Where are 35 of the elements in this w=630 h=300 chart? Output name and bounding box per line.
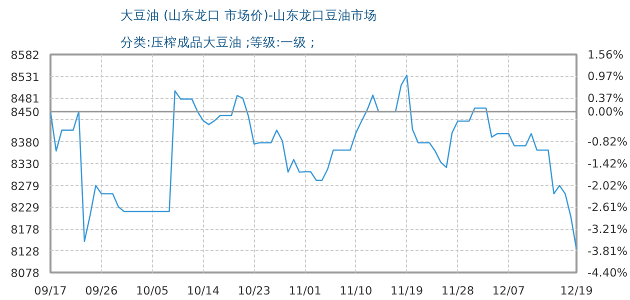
- y-tick-label: 8582: [10, 48, 40, 62]
- y2-tick-label: 1.56%: [588, 48, 624, 62]
- x-tick-label: 10/23: [238, 284, 270, 298]
- x-tick-label: 11/28: [441, 284, 474, 298]
- x-tick-label: 11/19: [390, 284, 424, 298]
- y2-tick-label: 0.00%: [588, 104, 624, 119]
- y2-tick-label: -3.21%: [588, 222, 628, 236]
- y-tick-label: 8481: [10, 92, 40, 106]
- x-tick-label: 11/01: [288, 284, 322, 298]
- y-tick-label: 8279: [10, 179, 40, 194]
- y2-tick-label: -1.42%: [588, 156, 628, 170]
- y2-tick-label: 0.37%: [588, 91, 624, 106]
- y-tick-label: 8229: [10, 200, 40, 215]
- x-tick-label: 10/14: [186, 284, 220, 298]
- y-tick-label: 8178: [10, 222, 40, 237]
- x-tick-label: 12/07: [492, 284, 525, 298]
- y2-tick-label: 0.97%: [588, 69, 624, 84]
- y2-tick-label: -2.61%: [588, 200, 628, 214]
- y-tick-label: 8128: [10, 244, 40, 258]
- y-tick-label: 8450: [10, 105, 40, 120]
- y-tick-label: 8531: [10, 70, 40, 84]
- x-tick-label: 11/10: [340, 284, 372, 298]
- chart-subtitle: 分类:压榨成品大豆油 ;等级:一级 ;: [120, 34, 315, 50]
- y-tick-label: 8380: [10, 135, 40, 150]
- x-tick-label: 12/19: [560, 284, 593, 298]
- x-tick-label: 09/17: [34, 284, 67, 298]
- y-tick-label: 8078: [10, 266, 40, 280]
- y2-tick-label: -0.82%: [588, 134, 628, 149]
- x-tick-label: 10/05: [136, 284, 169, 298]
- y2-tick-label: -2.02%: [588, 178, 628, 192]
- x-tick-label: 09/26: [85, 284, 118, 298]
- y2-tick-label: -3.81%: [588, 244, 628, 258]
- chart-title: 大豆油 (山东龙口 市场价)-山东龙口豆油市场: [120, 8, 377, 22]
- y-tick-label: 8330: [10, 157, 40, 171]
- y2-tick-label: -4.40%: [588, 266, 628, 280]
